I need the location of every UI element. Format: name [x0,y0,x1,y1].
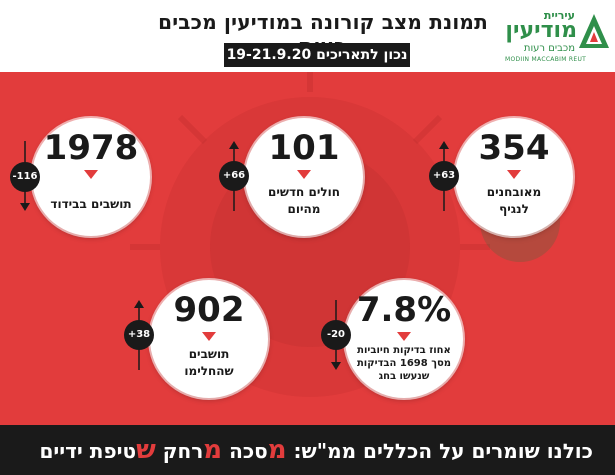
city-emblem-icon [579,14,609,48]
change-badge: +63 [429,161,459,191]
stat-value: 902 [173,290,245,330]
logo-line-3: מכבים רעות [523,43,575,54]
change-badge: +38 [124,320,154,350]
change-badge: -116 [10,162,40,192]
logo-english: MODIIN MACCABIM REUT [505,56,587,63]
footer-slogan: כולנו שומרים על הכללים ממ"ש: מסכה מרחק ש… [39,435,593,466]
logo-line-1: עיריית [543,9,575,22]
stat-positive-rate: 7.8% אחוז בדיקות חיוביות מסך 1698 הבדיקו… [345,280,463,398]
stat-label: תושבים שהחלימו [184,347,234,378]
stat-label: תושבים בבידוד [50,197,132,211]
slogan-prefix: כולנו שומרים על הכללים ממ"ש: [286,439,593,463]
pointer-triangle-icon [297,170,311,179]
slogan-letter-m1: מ [267,435,287,465]
footer-bar: כולנו שומרים על הכללים ממ"ש: מסכה מרחק ש… [0,425,615,475]
stat-value: 7.8% [356,290,452,330]
stat-quarantine: 1978 תושבים בבידוד [32,118,150,236]
stat-label: אחוז בדיקות חיוביות מסך 1698 הבדיקות שנע… [356,345,452,382]
slogan-word-mask: סכה [222,439,268,463]
date-subtitle: נכון לתאריכים 19-21.9.20 [224,43,410,67]
header: תמונת מצב קורונה במודיעין מכבים רעות נכו… [0,0,615,72]
pointer-triangle-icon [397,332,411,341]
stat-value: 101 [268,128,340,168]
slogan-letter-s: ש [136,435,156,465]
stat-recovered: 902 תושבים שהחלימו [150,280,268,398]
pointer-triangle-icon [507,170,521,179]
stat-label: מאובחנים לנגיף [486,185,542,216]
logo-line-2: מודיעין [505,18,577,43]
stat-value: 354 [478,128,550,168]
city-logo: עיריית מודיעין מכבים רעות MODIIN MACCABI… [503,8,613,66]
change-badge: +66 [219,161,249,191]
pointer-triangle-icon [202,332,216,341]
stat-value: 1978 [43,128,139,168]
slogan-letter-m2: מ [203,435,223,465]
pointer-triangle-icon [84,170,98,179]
slogan-word-distance: רחק [155,439,204,463]
stat-new-patients: 101 חולים חדשים מהיום [245,118,363,236]
change-badge: -20 [321,320,351,350]
stat-confirmed: 354 מאובחנים לנגיף [455,118,573,236]
slogan-word-handwash: טיפת ידיים [39,439,137,463]
stat-label: חולים חדשים מהיום [268,185,340,216]
